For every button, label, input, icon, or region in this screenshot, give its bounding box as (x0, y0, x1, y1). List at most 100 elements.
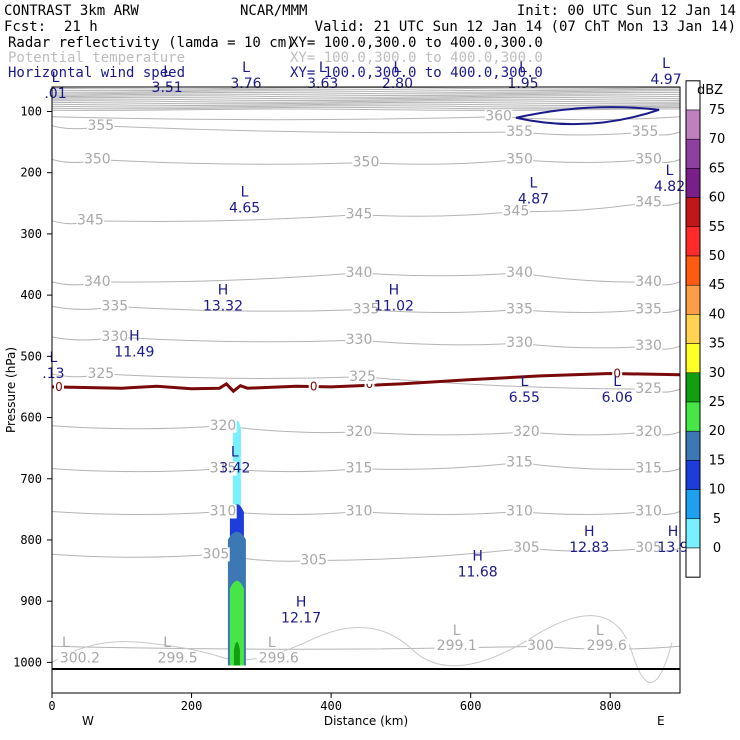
wind-closed-contour (515, 106, 660, 126)
colorbar-swatch (685, 518, 701, 549)
wind-speed-value: 4.82 (654, 179, 685, 195)
wind-speed-value: 11.49 (114, 344, 154, 360)
colorbar-swatch (685, 255, 701, 286)
x-axis-east: E (657, 714, 665, 728)
wind-extremum-low: L (519, 60, 527, 76)
wind-speed-value: 4.65 (229, 200, 260, 216)
theta-label-bg (345, 333, 373, 348)
theta-label: 315 (635, 461, 662, 477)
wind-extremum-low: L (163, 64, 171, 80)
freezing-level-label-bg (308, 379, 319, 393)
colorbar-swatch (685, 109, 701, 140)
wind-speed-value: 4.87 (518, 191, 549, 207)
theta-label: 350 (84, 152, 111, 168)
wind-extremum-high: H (389, 282, 400, 298)
theta-label-bg (634, 195, 663, 210)
reflectivity-column (227, 420, 246, 666)
theta-label: L (596, 623, 604, 639)
theta-label: 310 (210, 503, 237, 519)
upper-theta-line (51, 95, 681, 98)
upper-theta-line (51, 108, 680, 111)
wind-extremum-low: L (666, 163, 674, 179)
theta-label-bg (345, 461, 373, 476)
theta-label: 320 (513, 424, 540, 440)
theta-label: 350 (353, 155, 380, 171)
y-axis: 100 200 300 400 500 600 700 800 900 1000 (13, 104, 52, 669)
y-tick-label: 600 (20, 411, 42, 425)
refl-layer-35dbz (233, 641, 240, 666)
theta-label: 335 (101, 298, 128, 314)
theta-label: 355 (506, 124, 533, 140)
wind-extremum-low: L (662, 56, 670, 72)
theta-label: 340 (506, 265, 533, 281)
theta-label: 310 (635, 503, 662, 519)
wind-extremum-low: L (393, 60, 401, 76)
colorbar-swatch (685, 314, 701, 344)
freezing-level-label: 0 (366, 377, 374, 391)
upper-theta-line (52, 100, 681, 103)
theta-label-bg (634, 152, 663, 167)
wind-speed-value: 2.80 (382, 76, 413, 92)
theta-label: 299.6 (259, 650, 299, 666)
theta-label-bg (512, 541, 541, 556)
wind-speed-value: 12.17 (281, 611, 321, 627)
colorbar-label: 40 (709, 307, 726, 322)
theta-label-bg (83, 152, 112, 167)
theta-label: 345 (77, 213, 104, 229)
upper-theta-line (51, 88, 681, 92)
wind-speed-value: 11.68 (458, 565, 498, 581)
theta-label-bg (209, 461, 237, 476)
freezing-level-path (51, 371, 681, 394)
theta-label-bg (505, 152, 534, 167)
theta-label-bg (345, 424, 373, 439)
theta-label-bg (87, 118, 115, 133)
wind-extremum-low: L (613, 374, 621, 390)
theta-label: 340 (346, 265, 373, 281)
refl-layer-30dbz (229, 580, 244, 666)
theta-label: 335 (506, 301, 533, 317)
colorbar-label: 60 (709, 191, 726, 206)
freezing-level-label: 0 (55, 380, 63, 394)
wind-extremum-low: L (49, 350, 57, 366)
y-tick-label: 800 (20, 533, 42, 547)
wind-speed-value: 13.32 (203, 298, 243, 314)
colorbar-label: 45 (709, 278, 726, 293)
colorbar-swatch (685, 372, 701, 403)
theta-label-bg (634, 541, 663, 556)
theta-label: 340 (635, 274, 662, 290)
y-tick-label: 900 (20, 594, 42, 608)
theta-label: 335 (635, 301, 662, 317)
wind-extremum-low: L (520, 374, 528, 390)
theta-label-bg (434, 639, 479, 654)
colorbar-swatch (685, 284, 701, 315)
theta-label: 330 (346, 332, 373, 348)
theta-label-bg (634, 339, 663, 354)
wind-speed-value: .01 (44, 86, 66, 102)
freezing-level-label: 0 (613, 366, 621, 380)
theta-label-bg (76, 213, 105, 228)
wind-speed-value: 3.51 (152, 80, 183, 96)
theta-label-bg (505, 336, 534, 351)
colorbar-swatch (685, 226, 701, 257)
theta-label-bg (348, 369, 377, 384)
theta-label: L (62, 635, 70, 651)
colorbar-label: 20 (709, 424, 726, 439)
wind-speed-labels: L.01L3.51L3.76L3.63L2.80L1.95L4.97L4.65L… (42, 56, 688, 627)
theta-label-bg (484, 109, 513, 124)
colorbar-label: 10 (709, 483, 726, 498)
x-tick-label: 0 (48, 699, 55, 713)
wind-speed-value: 13.9 (657, 540, 688, 556)
field-xy-theta: XY= 100.0,300.0 to 400.0,300.0 (290, 50, 543, 66)
colorbar-label: 0 (713, 541, 721, 556)
freezing-level-label-bg (612, 366, 623, 380)
theta-label: 310 (346, 503, 373, 519)
theta-label: 305 (635, 540, 662, 556)
colorbar-label: 55 (709, 220, 726, 235)
theta-label: 350 (506, 152, 533, 168)
theta-label-bg (352, 302, 380, 317)
x-axis-title: Distance (km) (324, 714, 408, 728)
colorbar-label: 5 (713, 512, 721, 527)
forecast-label: Fcst: (4, 19, 46, 35)
